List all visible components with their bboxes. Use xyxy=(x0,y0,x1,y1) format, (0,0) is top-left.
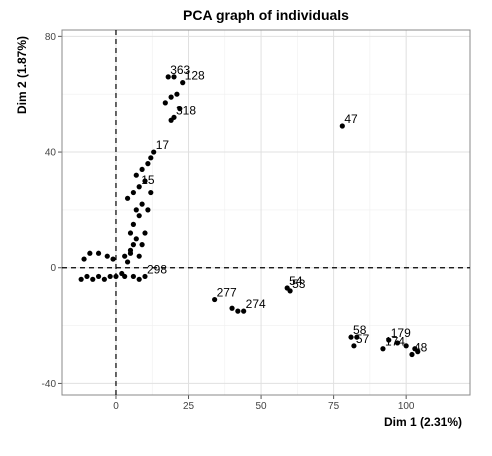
point-label: 54 xyxy=(289,274,303,288)
point-label: 17 xyxy=(156,138,170,152)
point xyxy=(122,273,128,280)
point-label: 53 xyxy=(292,277,306,291)
point xyxy=(124,195,131,201)
point xyxy=(145,207,151,213)
point xyxy=(127,247,134,253)
point xyxy=(130,189,136,196)
point-label: 128 xyxy=(185,69,205,83)
chart-title: PCA graph of individuals xyxy=(183,7,349,23)
x-tick-label: 100 xyxy=(398,401,415,412)
point xyxy=(409,351,415,358)
point xyxy=(136,276,142,282)
x-tick-label: 50 xyxy=(256,401,268,412)
point-label: 179 xyxy=(391,326,411,340)
point xyxy=(177,106,183,112)
point xyxy=(87,250,93,256)
point xyxy=(171,74,177,80)
point xyxy=(287,288,293,294)
y-tick-label: 40 xyxy=(45,148,57,159)
point xyxy=(142,273,148,280)
panel-border xyxy=(61,29,471,396)
point xyxy=(174,91,180,97)
point xyxy=(110,256,116,262)
y-axis-label: Dim 2 (1.87%) xyxy=(15,36,29,114)
point xyxy=(122,253,128,259)
point-label: 363 xyxy=(170,63,190,77)
y-tick-label: 80 xyxy=(45,32,57,43)
point xyxy=(151,149,157,155)
point xyxy=(168,94,174,100)
point xyxy=(133,207,139,213)
point xyxy=(145,161,151,167)
point xyxy=(136,184,142,190)
x-tick-label: 25 xyxy=(183,401,195,412)
point xyxy=(130,273,136,280)
point-label: 174 xyxy=(385,335,405,349)
point xyxy=(180,80,186,86)
point xyxy=(78,276,84,282)
point xyxy=(104,253,110,259)
point xyxy=(394,340,401,346)
point xyxy=(142,230,148,236)
point xyxy=(351,343,357,349)
point xyxy=(235,308,241,314)
y-tick-label: -40 xyxy=(42,379,57,390)
point xyxy=(101,276,107,282)
point xyxy=(148,189,154,196)
point xyxy=(229,305,235,311)
point xyxy=(84,273,90,280)
x-tick-label: 75 xyxy=(328,401,340,412)
point-label: 48 xyxy=(414,341,428,355)
point xyxy=(136,253,142,259)
point xyxy=(113,273,119,280)
point-label: 47 xyxy=(344,112,358,126)
point xyxy=(403,343,409,349)
point-label: 57 xyxy=(356,332,370,346)
point xyxy=(241,308,247,314)
point-label: 277 xyxy=(217,286,237,300)
point xyxy=(139,242,145,248)
point xyxy=(165,74,171,80)
point xyxy=(212,296,218,303)
point xyxy=(139,166,145,173)
x-tick-label: 0 xyxy=(113,401,119,412)
point xyxy=(124,259,131,265)
point xyxy=(139,201,145,207)
point xyxy=(130,221,136,227)
point xyxy=(107,273,113,280)
point xyxy=(354,334,360,340)
y-tick-label: 0 xyxy=(50,263,56,274)
point xyxy=(133,236,139,242)
point xyxy=(95,250,102,256)
point-label: 58 xyxy=(353,323,367,337)
point-label: 318 xyxy=(176,103,196,117)
point xyxy=(81,256,87,262)
point xyxy=(348,334,354,340)
point xyxy=(386,337,392,343)
point-label: 298 xyxy=(147,262,167,276)
point xyxy=(142,178,148,184)
point xyxy=(133,172,139,178)
point xyxy=(136,213,142,219)
point xyxy=(148,155,154,161)
point xyxy=(168,117,174,123)
point xyxy=(339,123,345,129)
point xyxy=(162,100,168,106)
x-axis-label: Dim 1 (2.31%) xyxy=(384,415,462,429)
point xyxy=(95,273,102,280)
point-label: 274 xyxy=(246,297,266,311)
point xyxy=(130,242,136,248)
point xyxy=(415,349,421,355)
point xyxy=(90,276,96,282)
point xyxy=(127,230,134,236)
point xyxy=(380,346,386,352)
